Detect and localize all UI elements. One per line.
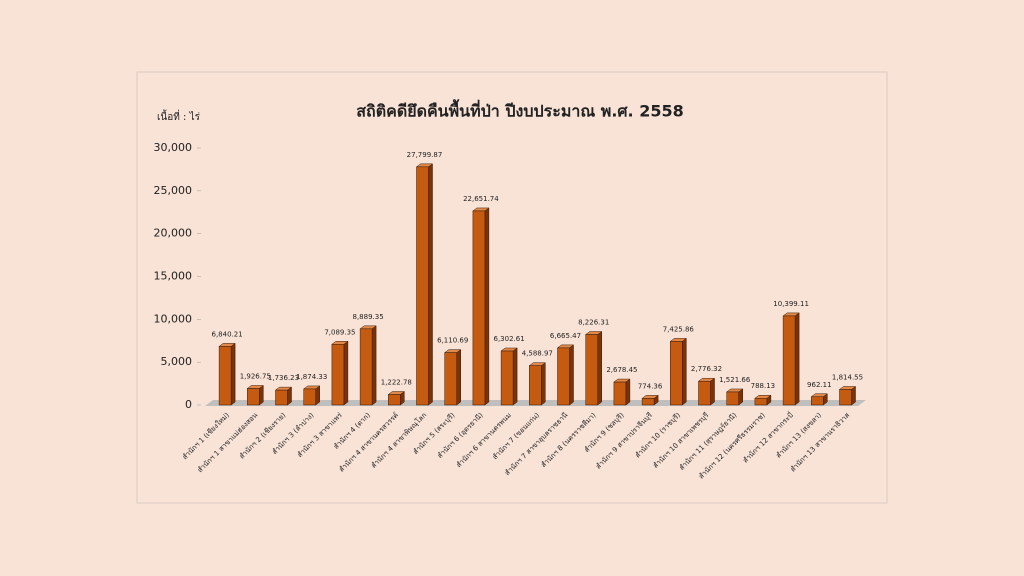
bar-side [428,163,433,406]
y-axis-label: เนื้อที่ : ไร่ [157,109,201,123]
y-tick-label: 5,000 [161,355,193,368]
value-label: 962.11 [807,381,832,389]
bar [444,352,457,406]
y-tick-label: 10,000 [154,312,193,325]
bar [670,341,683,406]
bar-side [794,312,800,406]
bar [726,391,739,406]
bar-side [682,337,687,406]
bar-side [710,377,715,406]
bar [557,347,570,406]
bar [698,380,711,406]
value-label: 1,736.23 [268,374,299,382]
y-tick-label: 15,000 [154,270,193,283]
bar [500,350,514,406]
y-tick-label: 20,000 [154,227,193,240]
bar [782,315,796,406]
bar-side [625,378,631,406]
bar [811,396,824,406]
value-label: 774.36 [638,382,663,390]
bar [839,389,852,406]
value-label: 788.13 [751,382,776,390]
chart-title: สถิติคดียึดคืนพื้นที่ป่า ปีงบประมาณ พ.ศ.… [356,99,683,121]
value-label: 7,089.35 [324,328,355,336]
value-label: 2,678.45 [606,366,637,374]
bar [359,328,373,406]
value-label: 4,588.97 [522,350,553,358]
value-label: 1,926.75 [240,372,271,380]
value-label: 8,226.31 [578,319,609,327]
value-label: 6,110.69 [437,337,468,345]
bar [585,334,598,406]
value-label: 6,840.21 [212,330,243,338]
value-label: 1,521.66 [719,376,751,384]
y-tick-label: 0 [185,398,192,411]
bar [388,394,401,406]
value-label: 1,814.55 [832,373,863,381]
bar [218,346,232,406]
y-tick-label: 25,000 [154,184,193,197]
value-label: 6,665.47 [550,332,581,340]
value-label: 6,302.61 [494,335,525,343]
bar-side [569,344,574,406]
value-label: 27,799.87 [407,151,443,159]
bar [613,381,627,406]
value-label: 1,874.33 [296,373,327,381]
value-label: 2,776.32 [691,365,722,373]
bar [416,166,429,406]
chart-panel [136,71,888,504]
y-tick-label: 30,000 [154,141,193,154]
bar [754,397,768,406]
bar-side [597,331,602,406]
bar [331,344,345,406]
bar-side [259,384,264,406]
value-label: 8,889.35 [353,313,384,321]
bar [247,388,260,406]
value-label: 7,425.86 [663,325,695,333]
bar [275,389,288,406]
bar [303,388,316,406]
bar-side [343,340,349,406]
bar-side [230,342,236,406]
bar-side [484,207,490,406]
value-label: 22,651.74 [463,195,499,203]
bar-side [371,325,377,406]
bar-side [541,362,546,406]
bar [472,210,486,406]
value-label: 10,399.11 [773,300,809,308]
bar [641,398,655,406]
bar-side [512,347,518,406]
value-label: 1,222.78 [381,379,412,387]
bar [529,365,542,406]
bar-side [456,349,461,406]
